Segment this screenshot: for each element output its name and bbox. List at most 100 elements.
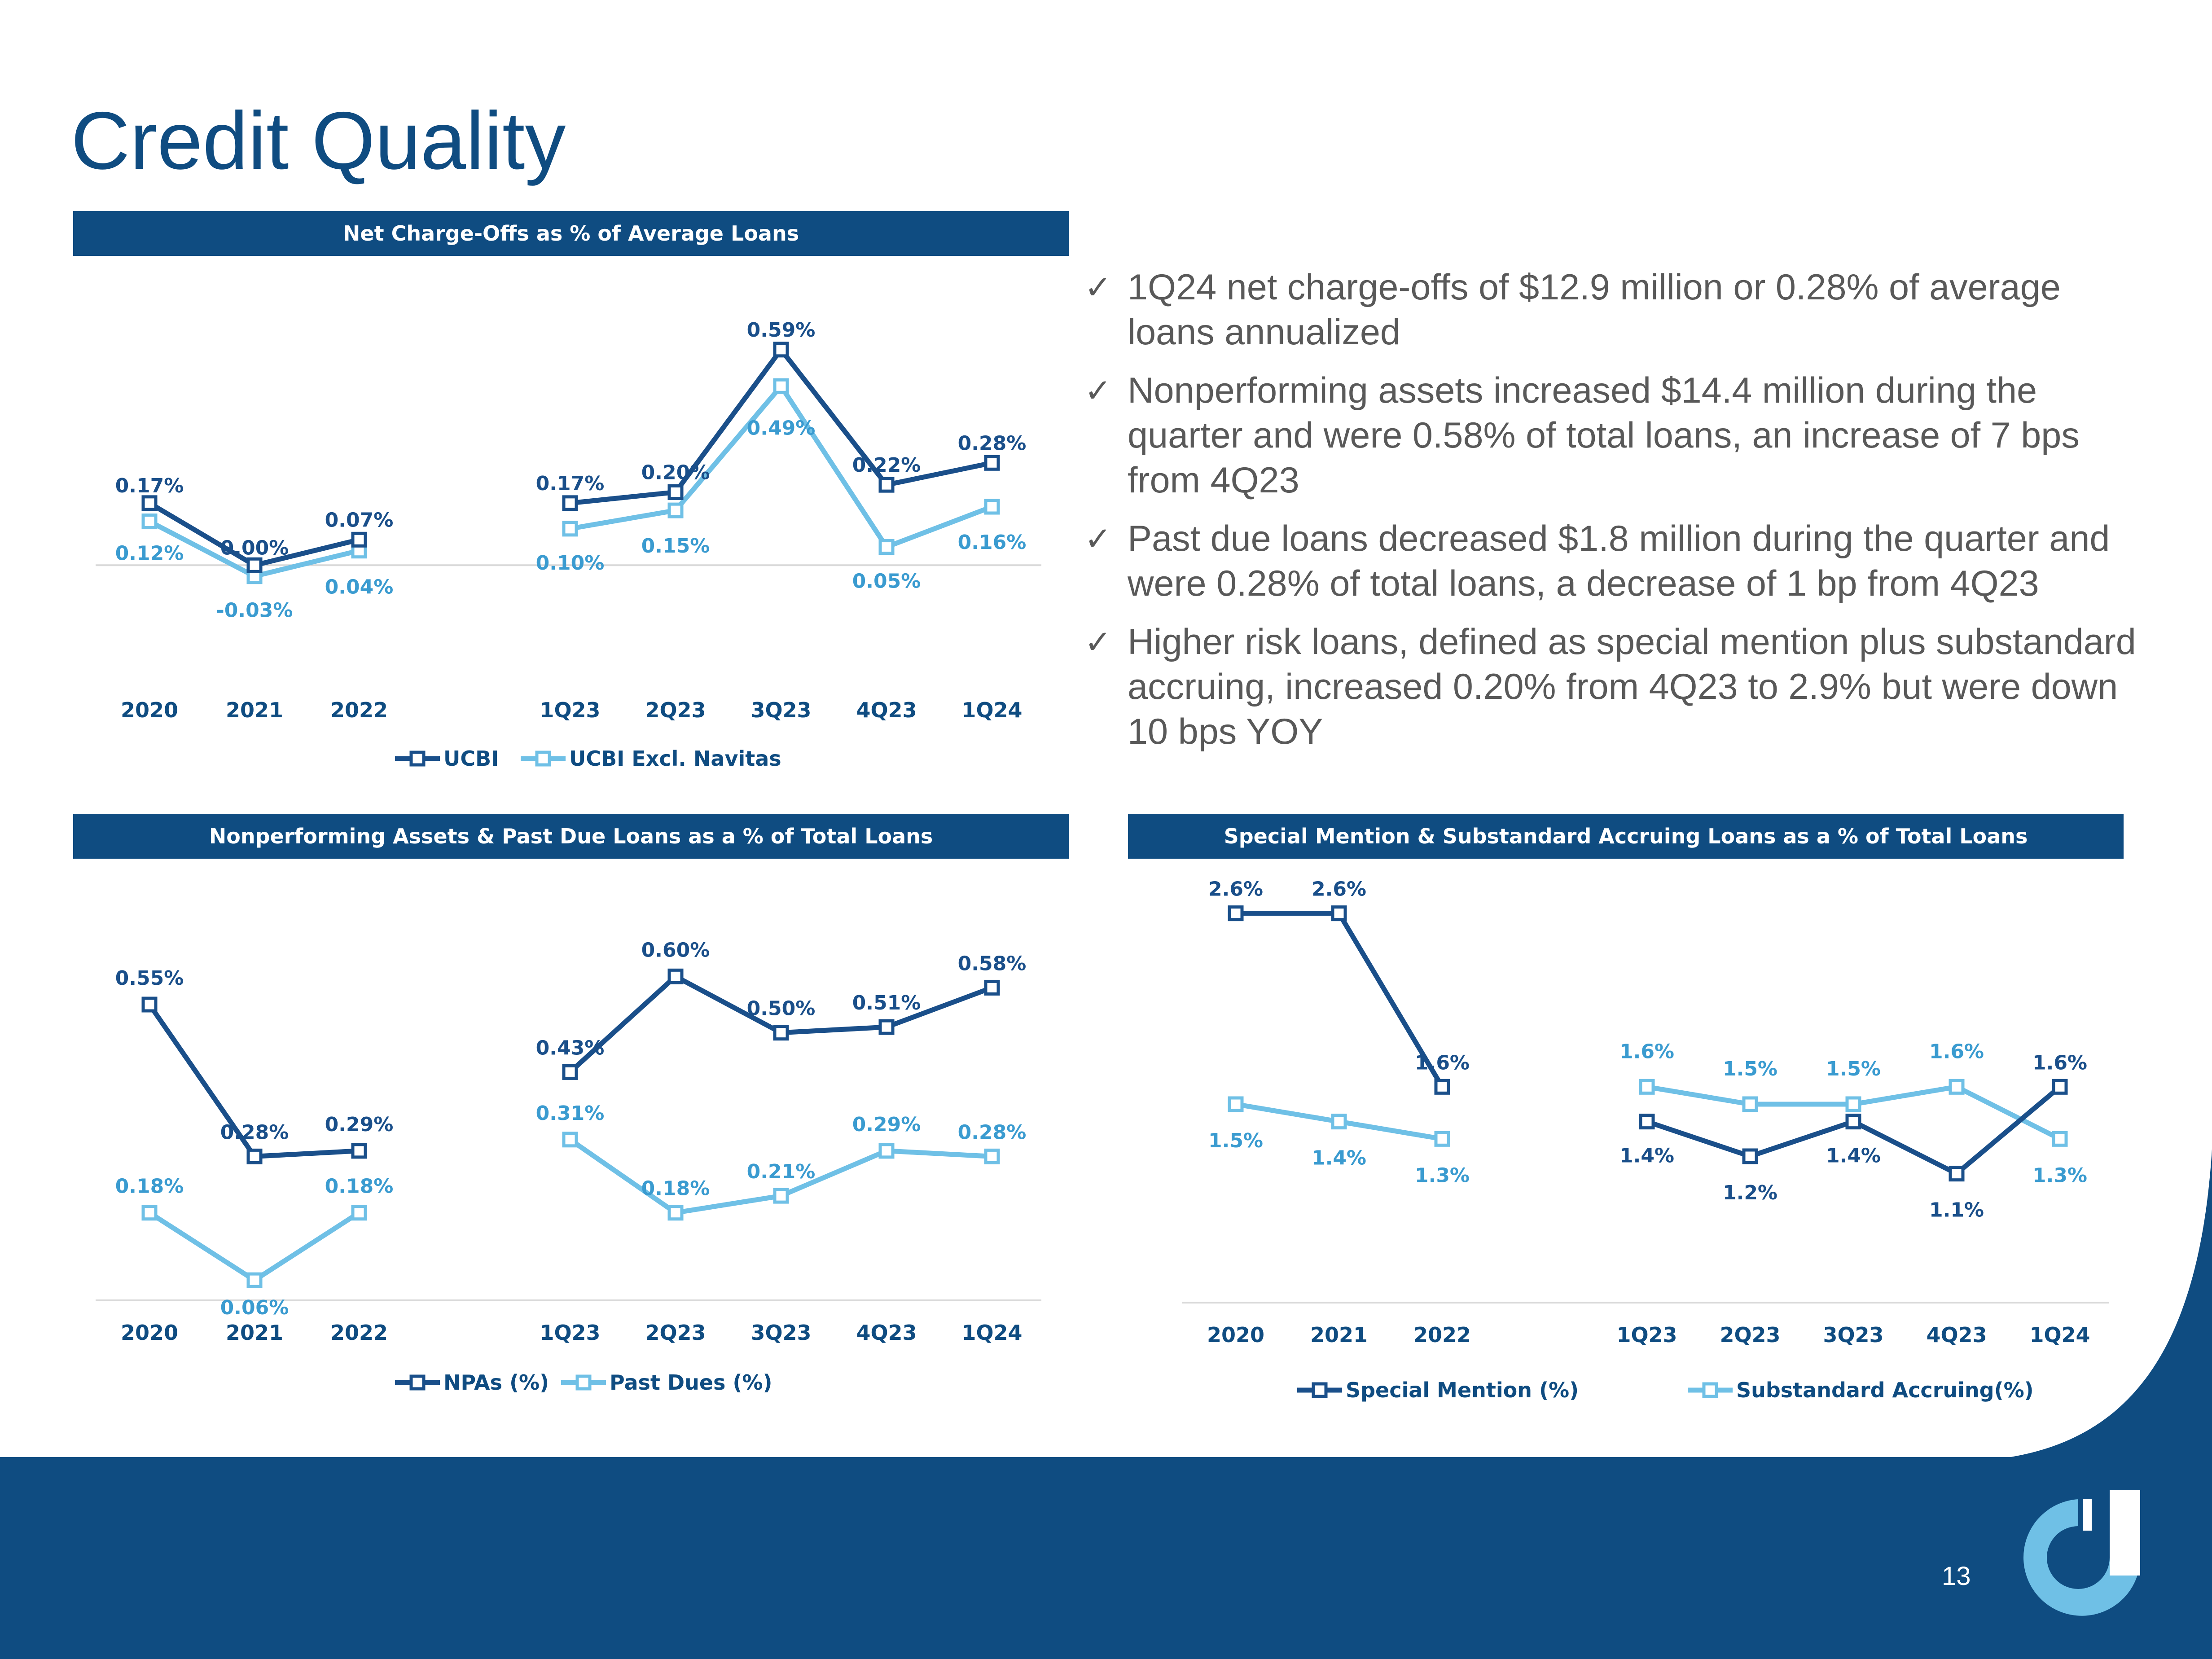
data-label: 0.60% [641, 939, 710, 961]
data-label: 0.04% [325, 576, 394, 599]
data-label: 1.3% [1415, 1164, 1470, 1187]
data-point-marker [878, 1019, 895, 1035]
legend-marker [409, 1374, 426, 1391]
checkmark-icon: ✓ [1084, 268, 1112, 306]
data-point-marker [1331, 905, 1347, 922]
data-label: 1.4% [1312, 1147, 1366, 1170]
legend-marker [1702, 1382, 1718, 1398]
legend-marker [1312, 1382, 1328, 1398]
data-label: 0.18% [641, 1177, 710, 1200]
data-point-marker [667, 1205, 684, 1221]
data-point-marker [141, 495, 158, 511]
npa-chart-header: Nonperforming Assets & Past Due Loans as… [73, 814, 1069, 859]
legend-marker [575, 1374, 592, 1391]
data-label: 1.5% [1723, 1058, 1778, 1080]
data-point-marker [984, 455, 1000, 471]
data-label: 1.1% [1929, 1199, 1984, 1222]
data-label: 1.4% [1826, 1145, 1881, 1167]
data-point-marker [1434, 1079, 1450, 1095]
bullet-item: ✓ Nonperforming assets increased $14.4 mi… [1084, 368, 2153, 503]
data-point-marker [773, 1025, 789, 1041]
x-tick-label: 2020 [121, 1321, 178, 1345]
legend-label: Substandard Accruing(%) [1736, 1378, 2034, 1402]
data-point-marker [1639, 1079, 1655, 1095]
x-tick-label: 2Q23 [1720, 1323, 1780, 1347]
data-point-marker [773, 1188, 789, 1204]
data-label: 0.16% [958, 531, 1027, 554]
data-point-marker [1845, 1096, 1861, 1112]
data-point-marker [1949, 1079, 1965, 1095]
data-label: 0.17% [115, 474, 184, 497]
checkmark-icon: ✓ [1084, 372, 1112, 409]
data-point-marker [667, 968, 684, 984]
x-tick-label: 4Q23 [856, 1321, 917, 1345]
checkmark-icon: ✓ [1084, 623, 1112, 661]
data-label: 1.6% [1620, 1040, 1674, 1063]
data-label: 1.6% [1415, 1051, 1470, 1074]
data-point-marker [1228, 905, 1244, 922]
data-point-marker [773, 342, 789, 358]
x-tick-label: 4Q23 [856, 698, 917, 722]
x-tick-label: 4Q23 [1926, 1323, 1987, 1347]
data-point-marker [773, 378, 789, 394]
legend-label: UCBI [443, 746, 499, 771]
data-label: 0.12% [115, 542, 184, 565]
data-label: 0.21% [747, 1160, 816, 1183]
data-label: 0.58% [958, 952, 1027, 975]
data-label: 0.06% [220, 1296, 289, 1319]
key-points-list: ✓ 1Q24 net charge-offs of $12.9 million o… [1084, 265, 2153, 768]
data-point-marker [141, 1205, 158, 1221]
data-label: 0.51% [852, 992, 921, 1014]
data-point-marker [562, 1132, 578, 1148]
legend-marker [409, 750, 426, 767]
data-label: 1.4% [1620, 1145, 1674, 1167]
data-label: 1.3% [2032, 1164, 2087, 1187]
data-point-marker [562, 521, 578, 537]
data-point-marker [1949, 1166, 1965, 1182]
data-label: 0.05% [852, 570, 921, 593]
x-tick-label: 2021 [226, 698, 283, 722]
data-point-marker [1434, 1131, 1450, 1147]
data-point-marker [351, 1205, 367, 1221]
data-point-marker [246, 557, 263, 573]
x-tick-label: 3Q23 [750, 1321, 811, 1345]
data-point-marker [1639, 1114, 1655, 1130]
data-point-marker [1742, 1148, 1758, 1164]
data-label: 0.43% [536, 1036, 605, 1059]
data-label: 0.28% [958, 432, 1027, 455]
data-label: 1.6% [2032, 1051, 2087, 1074]
bullet-item: ✓ Higher risk loans, defined as special m… [1084, 619, 2153, 754]
checkmark-icon: ✓ [1084, 520, 1112, 557]
data-point-marker [1845, 1114, 1861, 1130]
legend-label: Special Mention (%) [1346, 1378, 1579, 1402]
data-point-marker [562, 1064, 578, 1080]
data-point-marker [562, 495, 578, 511]
bullet-text: Nonperforming assets increased $14.4 mil… [1128, 370, 2080, 500]
sm-chart-header: Special Mention & Substandard Accruing L… [1128, 814, 2124, 859]
data-label: 0.55% [115, 967, 184, 990]
data-point-marker [878, 539, 895, 555]
data-label: 0.29% [325, 1113, 394, 1136]
data-point-marker [141, 996, 158, 1013]
series-line [148, 1211, 360, 1283]
bullet-text: Higher risk loans, defined as special me… [1128, 622, 2136, 752]
bullet-text: Past due loans decreased $1.8 million du… [1128, 518, 2110, 604]
data-label: 0.00% [220, 536, 289, 559]
x-tick-label: 2020 [121, 698, 178, 722]
bullet-text: 1Q24 net charge-offs of $12.9 million or… [1128, 267, 2061, 352]
data-point-marker [1331, 1114, 1347, 1130]
x-tick-label: 1Q24 [961, 1321, 1022, 1345]
data-label: 2.6% [1208, 878, 1263, 901]
data-point-marker [984, 979, 1000, 996]
nco-line-chart: 2020 2021 2022 1Q23 2Q23 3Q23 4Q23 1Q24 0.12% -0.… [96, 319, 1041, 771]
data-point-marker [1228, 1096, 1244, 1112]
legend-marker [535, 750, 551, 767]
x-tick-label: 3Q23 [1823, 1323, 1883, 1347]
x-tick-label: 2020 [1207, 1323, 1264, 1347]
data-point-marker [2052, 1131, 2068, 1147]
series-line [568, 974, 993, 1074]
series-line [1236, 911, 1444, 1088]
x-tick-label: 2Q23 [645, 698, 706, 722]
data-label: 0.31% [536, 1102, 605, 1125]
